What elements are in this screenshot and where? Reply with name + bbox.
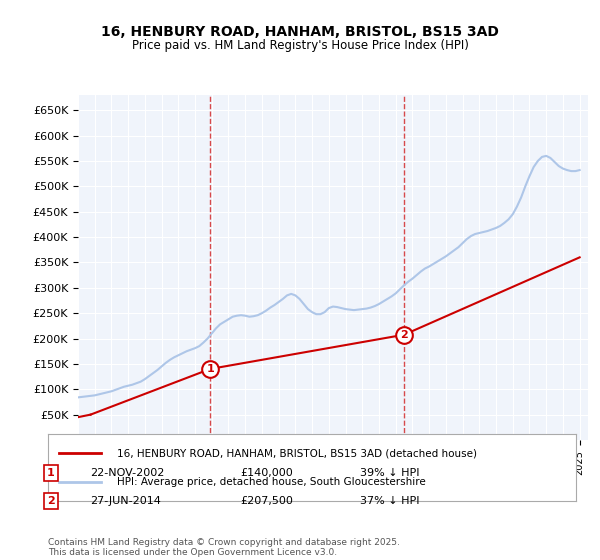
Text: 22-NOV-2002: 22-NOV-2002 [90,468,164,478]
Text: HPI: Average price, detached house, South Gloucestershire: HPI: Average price, detached house, Sout… [116,477,425,487]
Text: £207,500: £207,500 [240,496,293,506]
Text: 27-JUN-2014: 27-JUN-2014 [90,496,161,506]
Text: 37% ↓ HPI: 37% ↓ HPI [360,496,419,506]
Text: 16, HENBURY ROAD, HANHAM, BRISTOL, BS15 3AD: 16, HENBURY ROAD, HANHAM, BRISTOL, BS15 … [101,25,499,39]
Text: £140,000: £140,000 [240,468,293,478]
Text: 16, HENBURY ROAD, HANHAM, BRISTOL, BS15 3AD (detached house): 16, HENBURY ROAD, HANHAM, BRISTOL, BS15 … [116,448,476,458]
Text: 1: 1 [206,364,214,374]
Text: Price paid vs. HM Land Registry's House Price Index (HPI): Price paid vs. HM Land Registry's House … [131,39,469,52]
Text: 39% ↓ HPI: 39% ↓ HPI [360,468,419,478]
Text: 2: 2 [47,496,55,506]
Text: 1: 1 [47,468,55,478]
Text: 2: 2 [400,330,408,340]
Text: Contains HM Land Registry data © Crown copyright and database right 2025.
This d: Contains HM Land Registry data © Crown c… [48,538,400,557]
